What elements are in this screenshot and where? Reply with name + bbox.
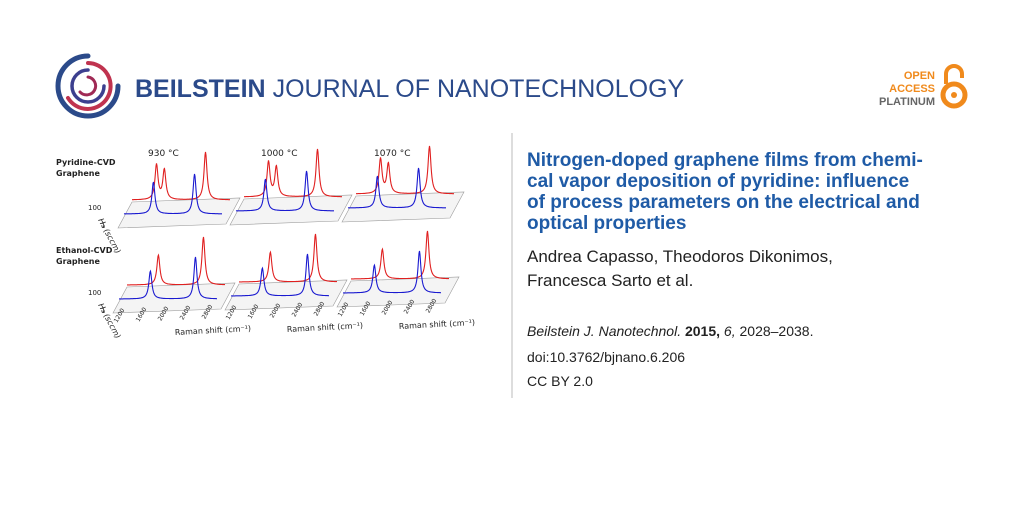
temperature-label: 1070 °C [374,149,411,159]
author-line: Andrea Capasso, Theodoros Dikonimos, [527,247,833,266]
spectrum-red [244,148,342,198]
shift-axis-label: Raman shift (cm⁻¹) [175,324,252,337]
spectrum-blue [343,250,441,294]
authors: Andrea Capasso, Theodoros Dikonimos, Fra… [527,247,833,290]
flow-tick: 1 [101,222,105,230]
doi: doi:10.3762/bjnano.6.206 [527,349,685,365]
citation: Beilstein J. Nanotechnol. 2015, 6, 2028–… [527,323,813,339]
author-line: Francesca Sarto et al. [527,271,693,290]
badge-access: ACCESS [889,83,935,95]
spectrum-red [356,145,454,195]
flow-tick: 100 [88,204,101,212]
sample-label: Ethanol-CVD [56,246,113,255]
spectrum-blue [347,167,446,209]
spectrum-blue [235,170,334,212]
spectrum-red [351,230,449,280]
shift-axis-label: Raman shift (cm⁻¹) [399,318,476,331]
graphical-abstract: 930 °C 1000 °C 1070 °C Pyridine-CVD Graphene… [56,145,476,340]
spectrum-red [132,151,230,201]
badge-open: OPEN [904,70,935,82]
open-access-lock [940,64,968,109]
temperature-label: 1000 °C [261,149,298,159]
temperature-label: 930 °C [148,149,179,159]
license: CC BY 2.0 [527,373,593,389]
spectrum-blue [123,173,222,215]
title-line: of process parameters on the electrical … [527,192,920,213]
spectrum-blue [231,253,329,297]
title-line: Nitrogen-doped graphene films from chemi… [527,150,923,171]
title-line: optical properties [527,213,686,234]
sample-label: Pyridine-CVD [56,158,116,167]
journal-name: BEILSTEIN JOURNAL OF NANOTECHNOLOGY [135,75,685,103]
shift-axis-label: Raman shift (cm⁻¹) [287,321,364,334]
spectrum-red [127,236,225,286]
flow-tick: 1 [101,307,105,315]
flow-tick: 100 [88,289,101,297]
title-line: cal vapor deposition of pyridine: influe… [527,171,909,192]
spectrum-red [239,233,337,283]
sample-label: Graphene [56,257,100,266]
journal-logo [55,53,121,119]
badge-platinum: PLATINUM [879,96,935,108]
spectrum-blue [119,256,217,300]
article-title: Nitrogen-doped graphene films from chemi… [527,150,923,234]
sample-label: Graphene [56,169,100,178]
